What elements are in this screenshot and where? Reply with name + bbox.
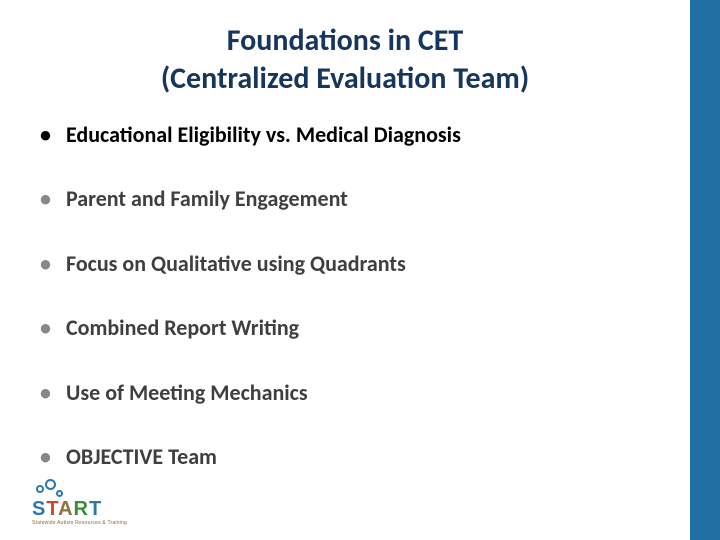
slide: Foundations in CET (Centralized Evaluati… — [0, 0, 720, 540]
start-logo: START Statewide Autism Resources & Train… — [32, 479, 127, 526]
bullet-item: Parent and Family Engagement — [40, 186, 660, 212]
bullet-item: Focus on Qualitative using Quadrants — [40, 251, 660, 277]
logo-letter: A — [58, 498, 73, 520]
accent-bar-right — [690, 0, 720, 540]
logo-letter: T — [89, 498, 102, 520]
title-line-1: Foundations in CET — [0, 22, 690, 60]
logo-letter: R — [74, 498, 89, 520]
bullet-list: Educational Eligibility vs. Medical Diag… — [40, 122, 660, 470]
logo-letter: T — [46, 498, 58, 520]
logo-letter: S — [32, 498, 46, 520]
logo-wordmark: START — [32, 499, 127, 519]
title-line-2: (Centralized Evaluation Team) — [0, 60, 690, 98]
logo-tagline: Statewide Autism Resources & Training — [32, 520, 127, 526]
bullet-item: OBJECTIVE Team — [40, 444, 660, 470]
bullet-item: Educational Eligibility vs. Medical Diag… — [40, 122, 660, 148]
slide-title: Foundations in CET (Centralized Evaluati… — [0, 22, 690, 97]
bullet-item: Use of Meeting Mechanics — [40, 380, 660, 406]
bullet-item: Combined Report Writing — [40, 315, 660, 341]
logo-circles-icon — [36, 479, 64, 501]
